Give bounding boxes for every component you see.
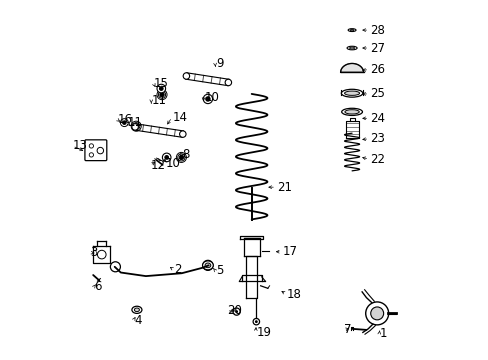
Text: 16: 16 bbox=[117, 113, 132, 126]
Circle shape bbox=[122, 121, 126, 125]
Text: 11: 11 bbox=[128, 116, 142, 129]
Circle shape bbox=[89, 144, 93, 148]
Ellipse shape bbox=[202, 261, 213, 270]
Text: 14: 14 bbox=[172, 111, 187, 124]
Text: 10: 10 bbox=[165, 157, 180, 170]
Text: 20: 20 bbox=[227, 305, 242, 318]
Ellipse shape bbox=[349, 30, 353, 31]
Circle shape bbox=[162, 153, 171, 162]
Circle shape bbox=[203, 94, 212, 104]
Circle shape bbox=[157, 84, 165, 93]
Text: 11: 11 bbox=[152, 94, 166, 107]
Ellipse shape bbox=[204, 263, 210, 268]
Text: 26: 26 bbox=[369, 63, 384, 76]
Ellipse shape bbox=[341, 108, 362, 116]
Text: 1: 1 bbox=[379, 327, 387, 340]
Circle shape bbox=[179, 131, 185, 137]
Text: 19: 19 bbox=[256, 326, 271, 339]
Circle shape bbox=[235, 310, 238, 313]
Ellipse shape bbox=[346, 46, 356, 50]
Text: 9: 9 bbox=[215, 57, 223, 70]
Text: 10: 10 bbox=[204, 91, 219, 104]
Circle shape bbox=[134, 124, 138, 129]
Text: 25: 25 bbox=[369, 87, 384, 100]
Text: 27: 27 bbox=[369, 41, 384, 54]
Text: 12: 12 bbox=[150, 159, 165, 172]
Circle shape bbox=[179, 155, 183, 159]
Circle shape bbox=[97, 147, 103, 154]
Circle shape bbox=[370, 307, 383, 320]
FancyBboxPatch shape bbox=[85, 140, 106, 161]
Ellipse shape bbox=[344, 91, 359, 95]
Circle shape bbox=[253, 319, 259, 325]
Text: 5: 5 bbox=[215, 264, 223, 277]
Text: 3: 3 bbox=[90, 246, 98, 259]
Text: 17: 17 bbox=[282, 245, 297, 258]
Circle shape bbox=[365, 302, 388, 325]
Text: 6: 6 bbox=[94, 280, 102, 293]
Circle shape bbox=[203, 260, 212, 270]
Text: 8: 8 bbox=[182, 148, 189, 161]
Text: 28: 28 bbox=[369, 24, 384, 37]
Polygon shape bbox=[340, 63, 363, 72]
Ellipse shape bbox=[341, 89, 362, 97]
Ellipse shape bbox=[132, 306, 142, 314]
Circle shape bbox=[205, 97, 210, 101]
Circle shape bbox=[233, 308, 240, 315]
Circle shape bbox=[183, 73, 189, 79]
Text: 22: 22 bbox=[369, 153, 384, 166]
Ellipse shape bbox=[344, 110, 359, 114]
Circle shape bbox=[224, 79, 231, 86]
Text: 23: 23 bbox=[369, 132, 384, 145]
Circle shape bbox=[159, 87, 163, 90]
Text: 4: 4 bbox=[134, 314, 141, 327]
Text: 13: 13 bbox=[73, 139, 88, 152]
Circle shape bbox=[110, 262, 120, 272]
Circle shape bbox=[132, 124, 138, 130]
Circle shape bbox=[254, 320, 257, 323]
Ellipse shape bbox=[349, 47, 354, 49]
Ellipse shape bbox=[347, 29, 355, 32]
Text: 21: 21 bbox=[276, 181, 291, 194]
Text: 18: 18 bbox=[286, 288, 301, 301]
Text: 24: 24 bbox=[369, 112, 384, 125]
Text: 2: 2 bbox=[174, 263, 182, 276]
Text: 7: 7 bbox=[344, 323, 351, 336]
Text: 15: 15 bbox=[154, 77, 169, 90]
Ellipse shape bbox=[134, 308, 139, 312]
Circle shape bbox=[97, 250, 106, 259]
Circle shape bbox=[160, 93, 164, 97]
Circle shape bbox=[120, 119, 128, 127]
Circle shape bbox=[89, 153, 93, 157]
Circle shape bbox=[164, 156, 168, 159]
